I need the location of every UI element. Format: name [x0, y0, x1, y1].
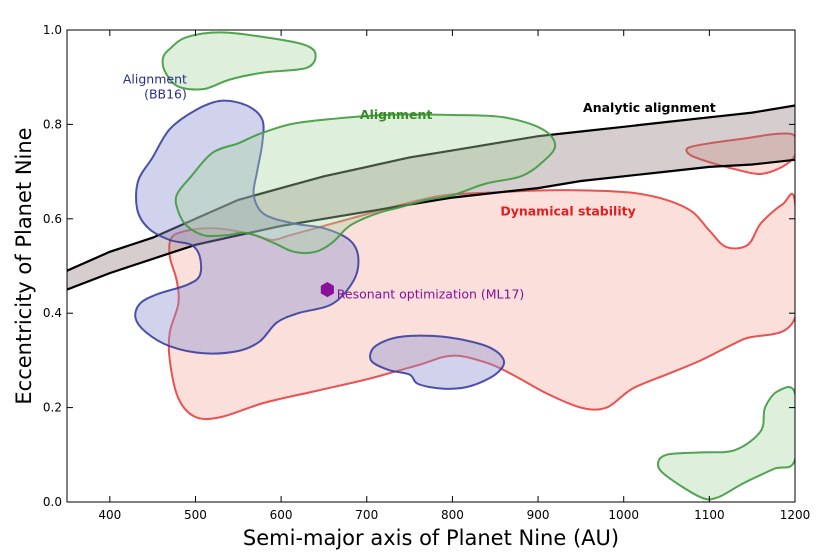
y-tick-label: 0.6: [43, 212, 62, 226]
band-analytic-alignment-lower: [67, 158, 795, 291]
plot-frame: [66, 29, 796, 503]
annotation-alignment: Alignment: [360, 107, 432, 122]
annotation-alignment-ref: (BB16): [144, 87, 187, 102]
y-tick-label: 0.4: [43, 306, 62, 320]
point-resonant-optimization: [320, 282, 334, 298]
x-tick-label: 1000: [608, 508, 639, 522]
annotation-analytic-alignment: Analytic alignment: [583, 100, 716, 115]
y-axis-title: Eccentricity of Planet Nine: [12, 127, 36, 404]
band-analytic-alignment-upper: [67, 104, 795, 272]
band-analytic-alignment-fill: [67, 105, 795, 290]
y-tick-label: 0.8: [43, 117, 62, 131]
x-tick-label: 1100: [694, 508, 725, 522]
annotations: Alignment(BB16)Alignment Analytic alignme…: [123, 72, 716, 302]
x-tick-label: 900: [527, 508, 550, 522]
region-alignment-3: [657, 386, 795, 501]
y-tick-label: 1.0: [43, 23, 62, 37]
annotation-alignment: Alignment: [123, 72, 187, 87]
region-alignment-bb16-2: [369, 334, 506, 390]
x-tick-label: 1200: [780, 508, 811, 522]
x-axis-title: Semi-major axis of Planet Nine (AU): [243, 526, 619, 550]
x-tick-label: 700: [355, 508, 378, 522]
axis-ticks: 400 500 600 700 800 900 1000 1100 1200 0.0 0.2 0.4 0…: [43, 23, 810, 522]
region-alignment-2: [174, 113, 557, 254]
x-tick-label: 400: [98, 508, 121, 522]
region-alignment-bb16-1: [134, 99, 360, 355]
plot-regions: [67, 31, 795, 501]
y-tick-label: 0.2: [43, 401, 62, 415]
annotation-resonant-optimization-ml17: Resonant optimization (ML17): [337, 286, 525, 301]
x-tick-label: 500: [184, 508, 207, 522]
annotation-dynamical-stability: Dynamical stability: [500, 204, 635, 219]
x-tick-label: 800: [441, 508, 464, 522]
x-tick-label: 600: [270, 508, 293, 522]
y-tick-label: 0.0: [43, 495, 62, 509]
region-alignment-1: [161, 31, 317, 91]
